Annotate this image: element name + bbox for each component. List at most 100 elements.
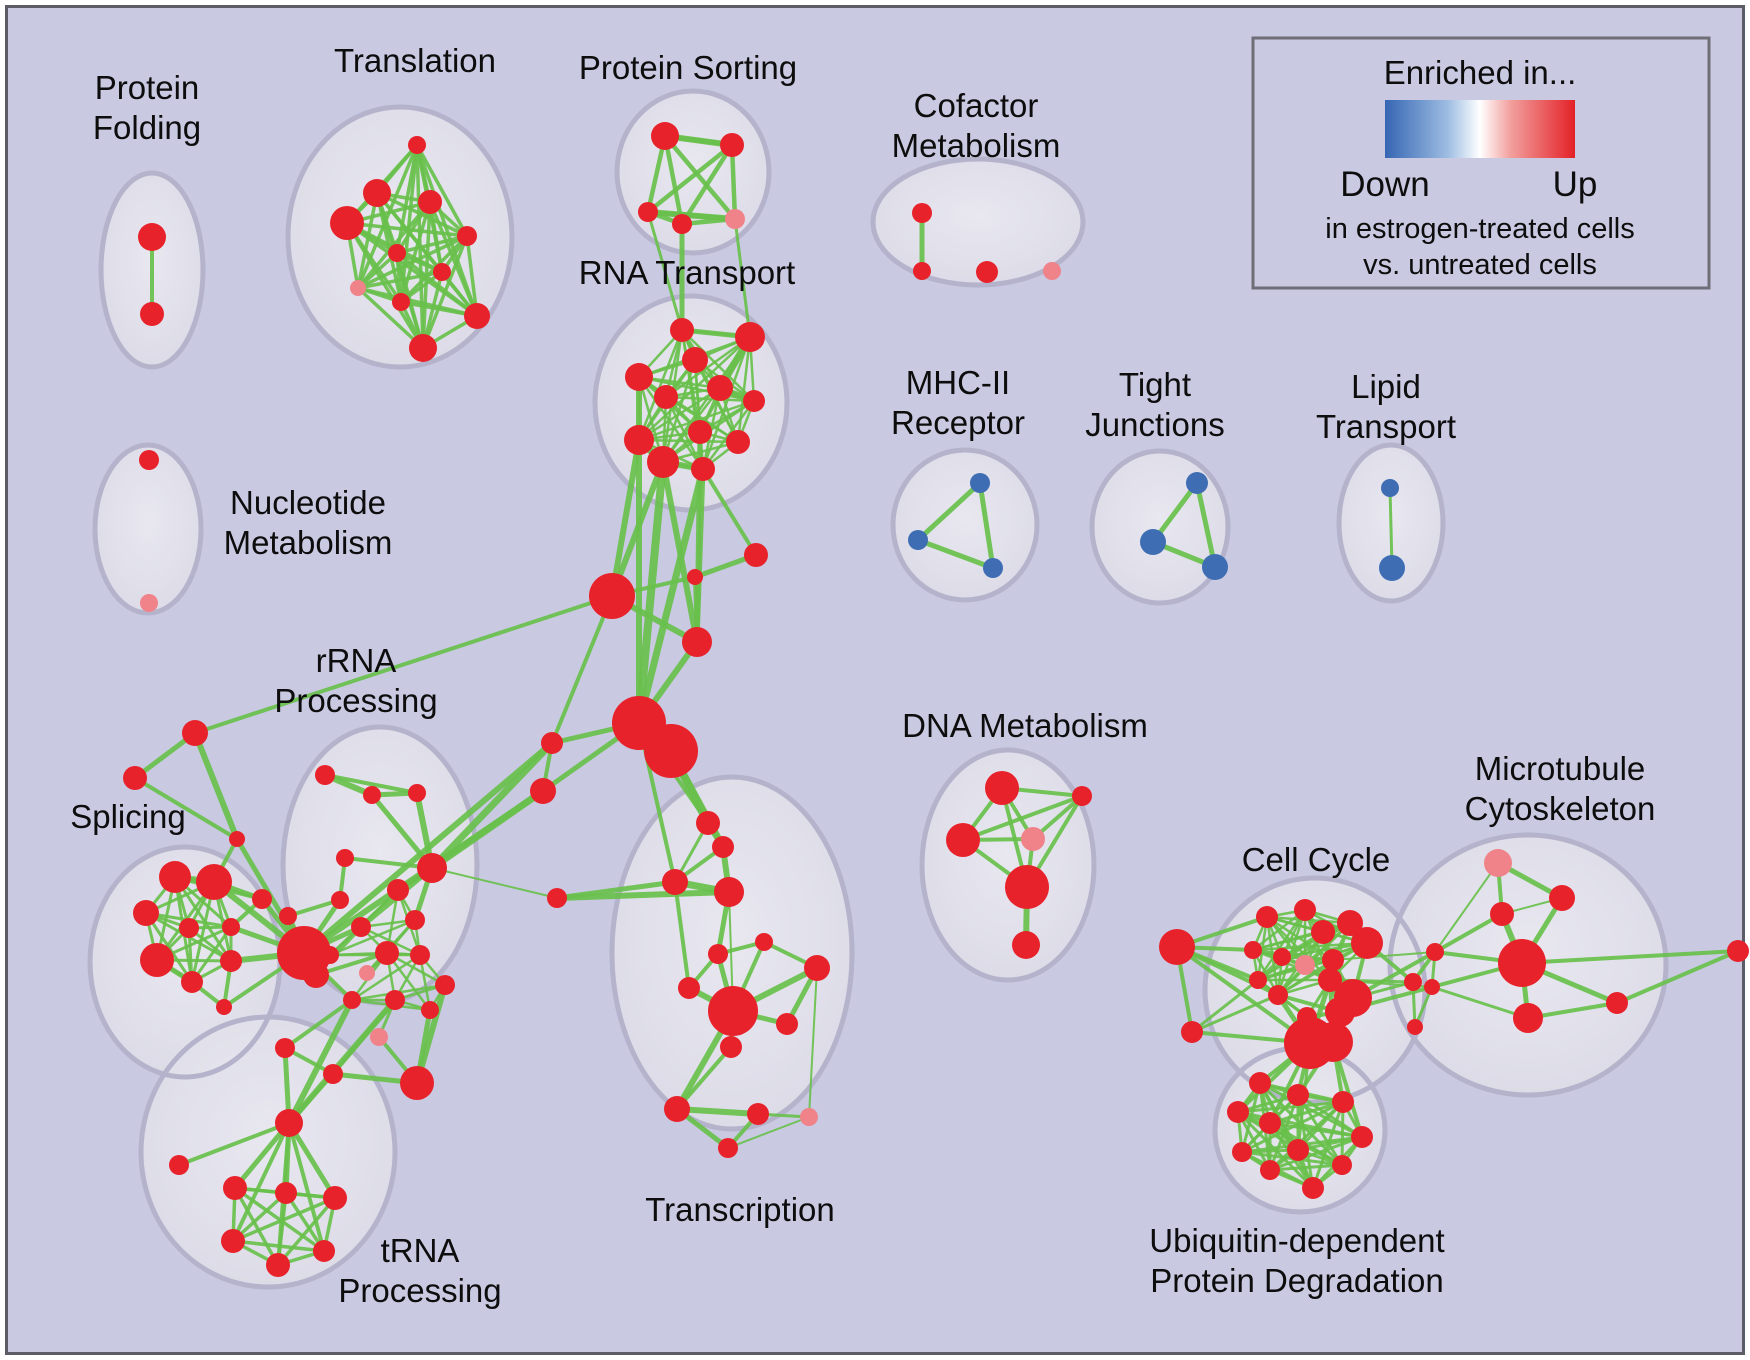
node-x5 [547,888,567,908]
node-pf1 [138,223,166,251]
node-cc16 [1404,973,1422,991]
node-ccl2 [1181,1021,1203,1043]
edge-c3-r11 [609,459,666,599]
edge-t8-t11 [356,286,425,350]
node-n12 [321,946,339,964]
edge-t5-t8 [356,234,469,290]
edge-tj1-tj3 [1194,480,1218,570]
node-s2 [196,864,232,900]
node-cf2 [913,262,931,280]
node-n3 [408,784,426,802]
edge-g1-g3 [192,730,240,842]
node-x8 [804,955,830,981]
node-r12 [691,457,715,481]
node-pf2 [140,302,164,326]
node-cc1 [1256,906,1278,928]
node-u5 [1259,1112,1281,1134]
node-r1 [670,318,694,342]
edge-cc9-cc10 [1256,958,1335,982]
edge-n2-n5 [369,792,435,871]
edge-x12-x13 [675,1045,733,1111]
node-cf1 [912,203,932,223]
edge-n9-n13 [359,925,422,957]
node-m7 [1727,940,1749,962]
node-mh1 [970,473,990,493]
edge-t3-t10 [428,200,479,318]
node-c4 [682,627,712,657]
cluster-outline-lipid-transport [1336,442,1446,604]
label-trna-processing: tRNA Processing [338,1232,501,1309]
node-u10 [1332,1155,1352,1175]
node-cc2 [1294,899,1316,921]
node-d4 [1021,827,1045,851]
edge-lt1-lt2 [1388,486,1394,570]
node-t5 [457,226,477,246]
legend-title: Enriched in... [1384,54,1577,91]
node-r5 [707,375,733,401]
legend-gradient-bar [1385,100,1575,158]
node-tf [266,1253,290,1277]
edge-t4-t5 [345,221,469,238]
edge-ccl-ub1 [1175,945,1312,1045]
node-cc10 [1249,971,1267,989]
node-u4 [1227,1101,1249,1123]
edge-u9-u10 [1268,1163,1344,1172]
node-x11 [776,1013,798,1035]
label-rrna-processing: rRNA Processing [274,642,437,719]
node-cc8 [1295,955,1315,975]
node-t4 [330,206,364,240]
node-ps5 [725,209,745,229]
node-m5 [1513,1003,1543,1033]
node-s8 [220,950,242,972]
edge-mh1-mh3 [977,480,996,571]
node-mh2 [908,530,928,550]
node-r10 [726,430,750,454]
edge-ps1-ps4 [662,133,685,227]
node-t11 [409,334,437,362]
edge-ps2-ps5 [729,142,738,222]
node-cc11 [1268,985,1288,1005]
label-mhc-ii-receptor: MHC-II Receptor [891,364,1025,441]
node-x15 [800,1108,818,1126]
node-lt2 [1379,555,1405,581]
node-x6 [708,944,728,964]
cluster-outline-trna-processing [138,1014,398,1290]
cluster-outline-tight-junctions [1089,448,1231,606]
node-s6 [140,943,174,977]
edge-th-ti [177,1121,291,1167]
node-x7 [755,933,773,951]
node-u8 [1232,1142,1252,1162]
node-n6 [387,879,409,901]
label-nucleotide-metabolism: Nucleotide Metabolism [224,484,393,561]
node-ps1 [651,122,679,150]
legend-down-label: Down [1340,165,1429,204]
label-transcription: Transcription [645,1191,835,1228]
cluster-outline-dna-metabolism [919,747,1097,983]
node-r3 [682,347,708,373]
edge-x13-x14 [674,1106,761,1117]
edge-ccl2-cc11 [1190,993,1280,1034]
node-n8 [279,907,297,925]
legend-box [1251,36,1711,290]
node-td [221,1229,245,1253]
edge-br2-m5 [1430,985,1530,1020]
edge-u7-u9 [1268,1135,1364,1172]
node-r7 [743,390,765,412]
edge-m5-m6 [1526,1001,1619,1020]
edge-m3-br1 [1433,912,1504,954]
node-r8 [688,420,712,444]
legend-up-label: Up [1553,165,1598,204]
edge-r4-r7 [637,375,756,403]
node-tj2 [1140,529,1166,555]
edge-ps5-r2 [733,217,752,339]
node-te [313,1240,335,1262]
cluster-outline-nucleotide-metabolism [92,442,204,616]
node-n13 [410,945,430,965]
edge-mh1-mh2 [915,480,983,543]
edge-t1-t5 [415,143,469,238]
node-n16 [421,1001,439,1019]
edge-t4-t11 [345,221,425,350]
label-microtubule-cytoskeleton: Microtubule Cytoskeleton [1465,750,1656,827]
edge-c4-r11 [660,459,700,645]
edge-u3-u4 [1236,1100,1345,1114]
